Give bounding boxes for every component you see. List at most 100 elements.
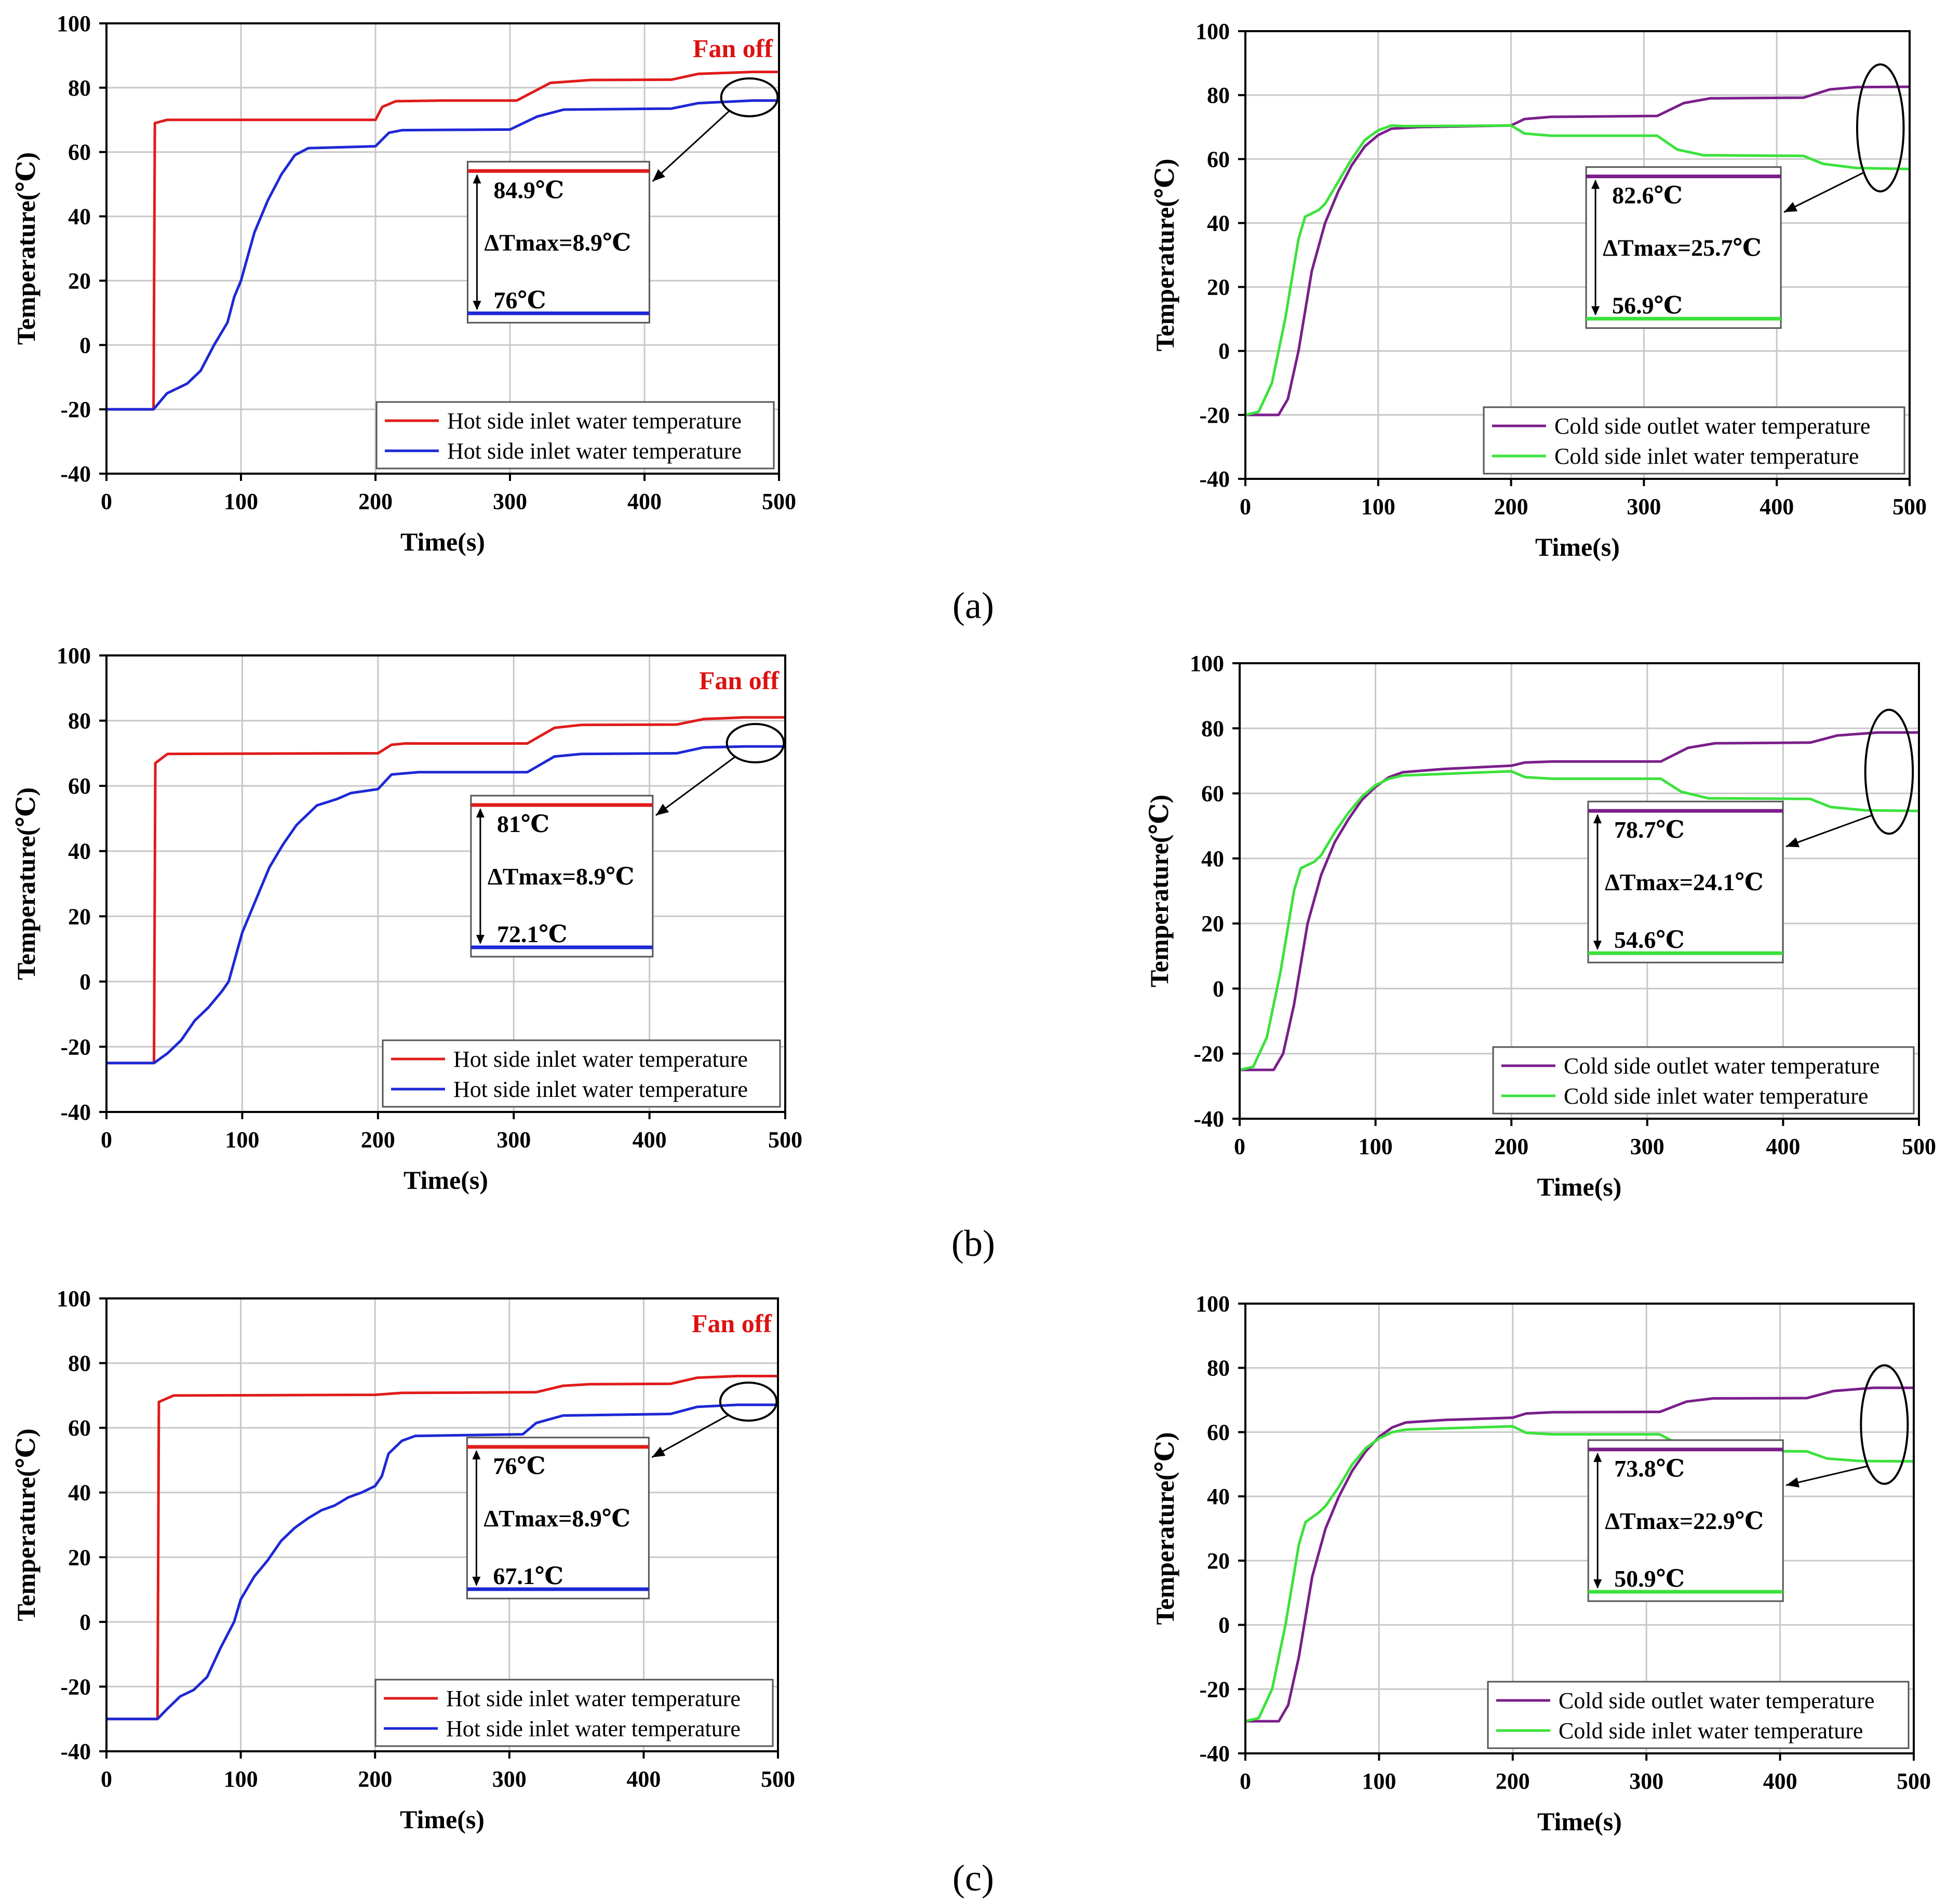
- legend-label-2: Hot side inlet water temperature: [446, 1716, 741, 1741]
- y-tick-label: 60: [68, 773, 91, 799]
- pointer-arrow: [651, 1414, 729, 1458]
- y-tick-label: 100: [57, 1286, 91, 1311]
- y-tick-label: 40: [68, 1480, 91, 1506]
- x-tick-label: 400: [1766, 1134, 1800, 1159]
- inset-box: [466, 160, 650, 324]
- y-tick-label: 100: [1190, 651, 1224, 676]
- series-line-1: [1245, 85, 1910, 417]
- x-tick-label: 100: [224, 1766, 258, 1792]
- inset-arrowhead-down: [1593, 941, 1602, 950]
- x-tick-label: 100: [1359, 1134, 1393, 1159]
- pointer-arrow: [1785, 814, 1873, 848]
- series-line-2: [106, 99, 779, 411]
- legend-label-1: Hot side inlet water temperature: [453, 1047, 748, 1072]
- chart-b-left: 0 100 200 300 400 500 -40 -20 0 20 40 60 80 100 Time(s…: [11, 643, 802, 1195]
- inset-delta-value: ΔTmax=24.1℃: [1605, 869, 1764, 895]
- y-tick-label: 20: [1201, 911, 1224, 936]
- inset-box: [466, 1437, 650, 1600]
- inset-arrowhead-up: [1591, 179, 1600, 189]
- fan-off-label: Fan off: [693, 34, 774, 63]
- x-tick-label: 500: [762, 489, 796, 514]
- x-axis-label: Time(s): [1537, 1807, 1622, 1836]
- y-axis-label: Temperature(℃): [11, 152, 41, 345]
- legend-box: [1483, 406, 1905, 475]
- inset-box: [1587, 800, 1784, 963]
- x-axis-label: Time(s): [1535, 532, 1620, 561]
- y-tick-label: -20: [60, 1034, 91, 1060]
- y-tick-label: 60: [1207, 1419, 1230, 1445]
- x-axis-label: Time(s): [400, 1805, 485, 1834]
- inset-arrowhead-down: [473, 301, 481, 311]
- highlight-ellipse: [726, 722, 785, 763]
- y-tick-label: -20: [1193, 1041, 1224, 1067]
- x-tick-label: 0: [1240, 1768, 1251, 1794]
- series-line-2: [1239, 770, 1919, 1071]
- x-axis-label: Time(s): [1537, 1172, 1622, 1201]
- y-tick-label: -40: [60, 1739, 91, 1764]
- x-tick-label: 300: [492, 1766, 527, 1792]
- series-line-1: [1240, 731, 1919, 1071]
- x-tick-label: 0: [101, 1127, 112, 1152]
- legend-label-2: Hot side inlet water temperature: [447, 438, 742, 464]
- chart-c-left: 0 100 200 300 400 500 -40 -20 0 20 40 60 80 100 Time(s…: [11, 1286, 795, 1834]
- inset-top-value: 76℃: [493, 1453, 545, 1479]
- y-tick-label: 100: [1196, 1291, 1230, 1317]
- inset-top-value: 82.6℃: [1612, 182, 1683, 209]
- inset-top-value: 78.7℃: [1614, 816, 1685, 843]
- x-tick-label: 400: [626, 1766, 661, 1792]
- legend-label-1: Hot side inlet water temperature: [446, 1686, 741, 1711]
- y-tick-label: 100: [1196, 19, 1230, 44]
- y-tick-label: 40: [68, 204, 91, 230]
- legend-label-2: Hot side inlet water temperature: [453, 1077, 748, 1102]
- y-axis-label: Temperature(℃): [1150, 1432, 1179, 1625]
- x-tick-label: 0: [101, 1766, 112, 1792]
- series-line-1: [106, 716, 785, 1065]
- plot-frame: [1244, 30, 1911, 480]
- legend-label-1: Cold side outlet water temperature: [1564, 1053, 1879, 1079]
- y-axis-label: Temperature(℃): [11, 787, 41, 980]
- pointer-arrowhead: [652, 1446, 666, 1457]
- row-label-c: (c): [952, 1857, 994, 1899]
- y-tick-label: 80: [68, 75, 91, 101]
- y-axis-label: Temperature(℃): [11, 1429, 41, 1621]
- inset-arrowhead-down: [1593, 1579, 1602, 1589]
- y-tick-label: 80: [68, 708, 91, 734]
- x-tick-label: 500: [761, 1766, 795, 1792]
- y-tick-label: 80: [1207, 83, 1230, 108]
- y-tick-label: -20: [60, 1674, 91, 1699]
- legend-box: [375, 401, 775, 470]
- x-axis-label: Time(s): [404, 1165, 488, 1195]
- inset-delta-value: ΔTmax=8.9℃: [484, 229, 631, 256]
- series-line-1: [106, 71, 779, 411]
- inset-arrowhead-up: [1593, 1452, 1602, 1462]
- y-tick-label: 60: [1207, 146, 1230, 172]
- x-tick-label: 400: [1760, 494, 1794, 519]
- y-tick-label: 0: [79, 332, 91, 358]
- inset-bottom-value: 54.6℃: [1614, 927, 1685, 953]
- highlight-ellipse: [1864, 708, 1914, 835]
- plot-frame: [1244, 1303, 1915, 1754]
- y-tick-label: 20: [68, 268, 91, 293]
- series-line-2: [106, 1403, 778, 1721]
- inset-arrowhead-up: [1593, 814, 1602, 824]
- y-tick-label: -40: [60, 1100, 91, 1125]
- y-tick-label: -40: [60, 461, 91, 487]
- x-tick-label: 200: [1494, 494, 1528, 519]
- y-tick-label: -40: [1199, 1741, 1230, 1766]
- inset-box: [470, 795, 654, 958]
- chart-c-right: 0 100 200 300 400 500 -40 -20 0 20 40 60 80 100 Time(s…: [1150, 1291, 1931, 1836]
- x-tick-label: 100: [224, 489, 258, 514]
- x-tick-label: 400: [633, 1127, 667, 1152]
- highlight-ellipse: [720, 77, 779, 117]
- inset-delta-value: ΔTmax=8.9℃: [484, 1505, 630, 1532]
- y-tick-label: 0: [79, 969, 91, 995]
- legend-label-1: Cold side outlet water temperature: [1554, 413, 1870, 439]
- inset-arrowhead-up: [473, 174, 481, 184]
- x-tick-label: 200: [1496, 1768, 1530, 1794]
- legend-label-2: Cold side inlet water temperature: [1564, 1083, 1868, 1109]
- chart-a-left: 0 100 200 300 400 500 -40 -20 0 20 40 60 80 100 Time(s…: [11, 11, 796, 556]
- x-tick-label: 400: [1763, 1768, 1797, 1794]
- inset-top-value: 81℃: [497, 811, 549, 837]
- inset-top-value: 84.9℃: [493, 177, 564, 203]
